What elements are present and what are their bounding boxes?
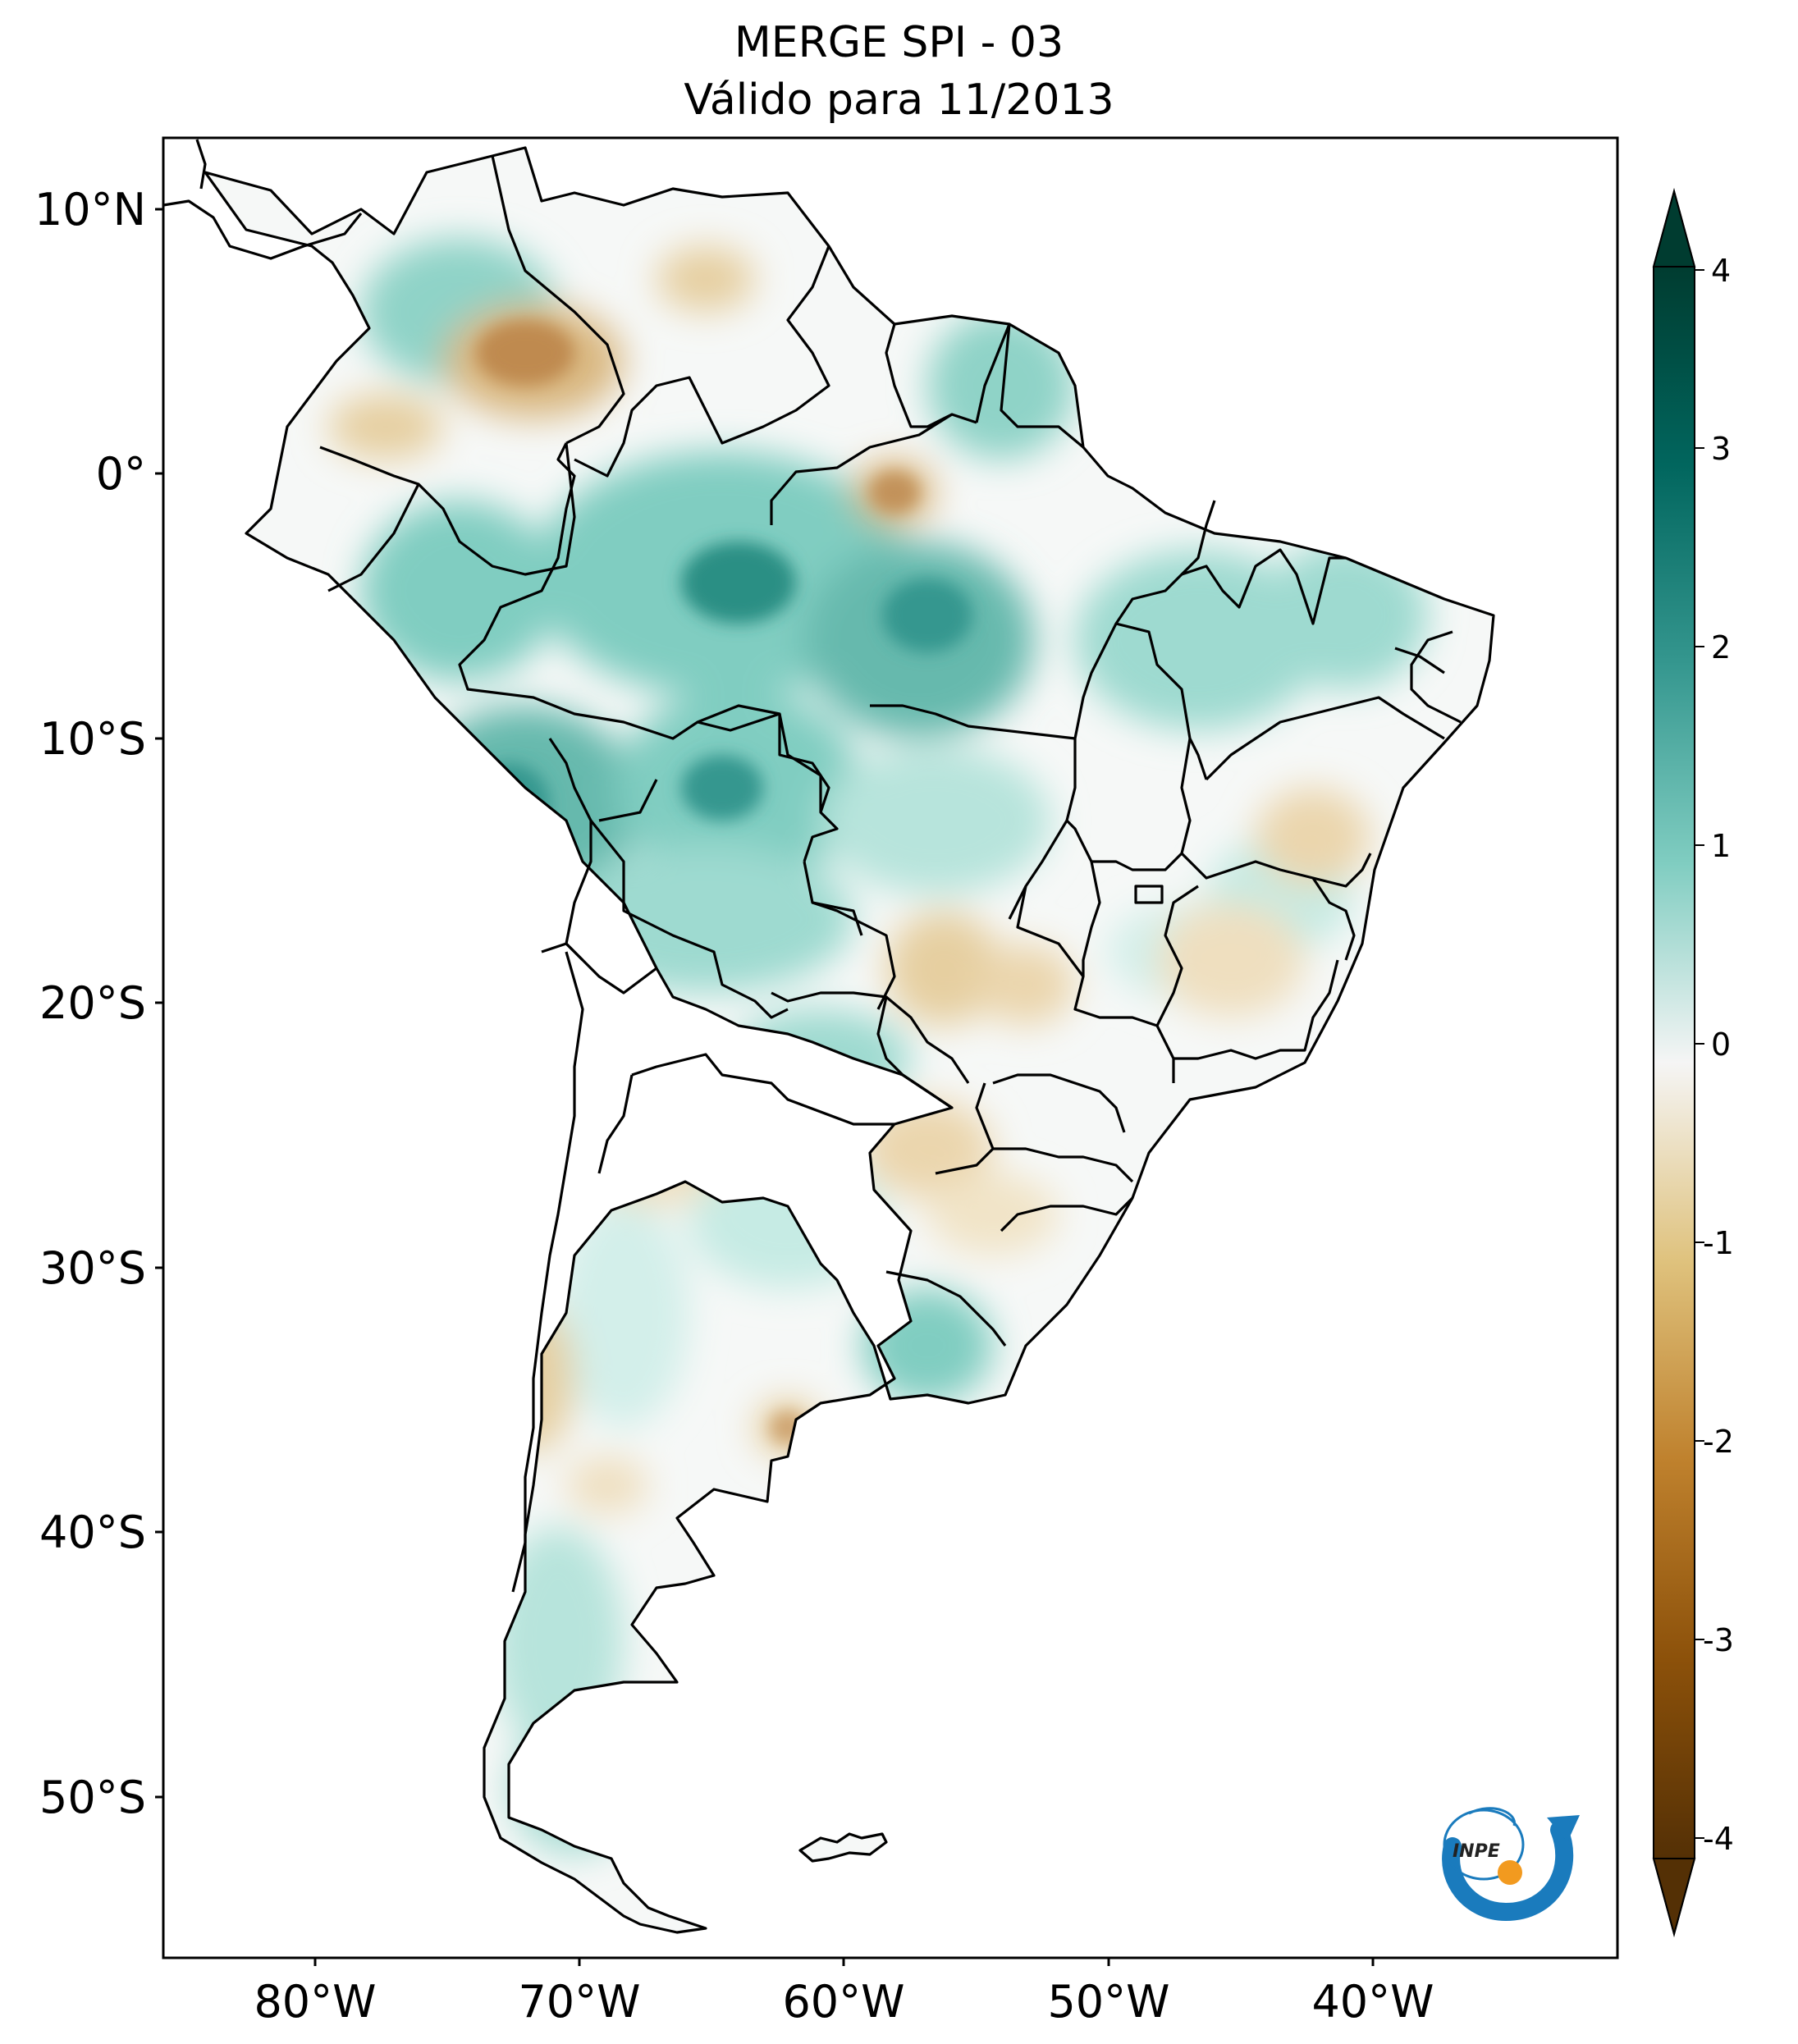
political-borders: [319, 155, 1462, 1593]
lon-label-70w: 70°W: [518, 1976, 640, 2028]
lon-label-60w: 60°W: [782, 1976, 904, 2028]
lat-label-10s: 10°S: [39, 713, 146, 765]
falkland-islands: [798, 1832, 888, 1863]
colorbar-label-1: 1: [1711, 828, 1731, 864]
colorbar-label-neg1: -1: [1703, 1225, 1734, 1261]
lat-label-40s: 40°S: [39, 1507, 146, 1558]
colorbar-label-neg4: -4: [1703, 1821, 1734, 1857]
coastline: [204, 146, 1495, 1934]
colorbar-gradient: [1654, 267, 1695, 1859]
colorbar-label-4: 4: [1711, 253, 1731, 289]
lat-axis: 10°N 0° 10°S 20°S 30°S 40°S 50°S: [34, 184, 163, 1823]
map-subtitle: Válido para 11/2013: [684, 75, 1114, 125]
lat-label-10n: 10°N: [34, 184, 146, 235]
colorbar-label-3: 3: [1711, 431, 1731, 467]
colorbar-extend-max: [1652, 188, 1696, 268]
lat-label-50s: 50°S: [39, 1772, 146, 1823]
inpe-logo: INPE: [1442, 1807, 1580, 1922]
colorbar-label-neg3: -3: [1703, 1622, 1734, 1658]
lat-label-20s: 20°S: [39, 977, 146, 1029]
colorbar-label-2: 2: [1711, 629, 1731, 665]
lon-label-40w: 40°W: [1311, 1976, 1434, 2028]
lat-label-0: 0°: [96, 448, 146, 500]
colorbar-label-0: 0: [1711, 1027, 1731, 1063]
colorbar-extend-min: [1652, 1858, 1696, 1937]
lon-label-80w: 80°W: [254, 1976, 376, 2028]
map-title: MERGE SPI - 03: [734, 18, 1064, 67]
central-america-coast-2: [195, 139, 207, 190]
lon-axis: 80°W 70°W 60°W 50°W 40°W: [254, 1958, 1434, 2028]
inpe-logo-text: INPE: [1453, 1841, 1500, 1862]
colorbar-label-neg2: -2: [1703, 1424, 1734, 1460]
lat-label-30s: 30°S: [39, 1242, 146, 1294]
lon-label-50w: 50°W: [1047, 1976, 1169, 2028]
central-america-coast: [163, 199, 363, 260]
colorbar: 4 3 2 1 0 -1 -2 -3 -4: [1652, 188, 1734, 1937]
